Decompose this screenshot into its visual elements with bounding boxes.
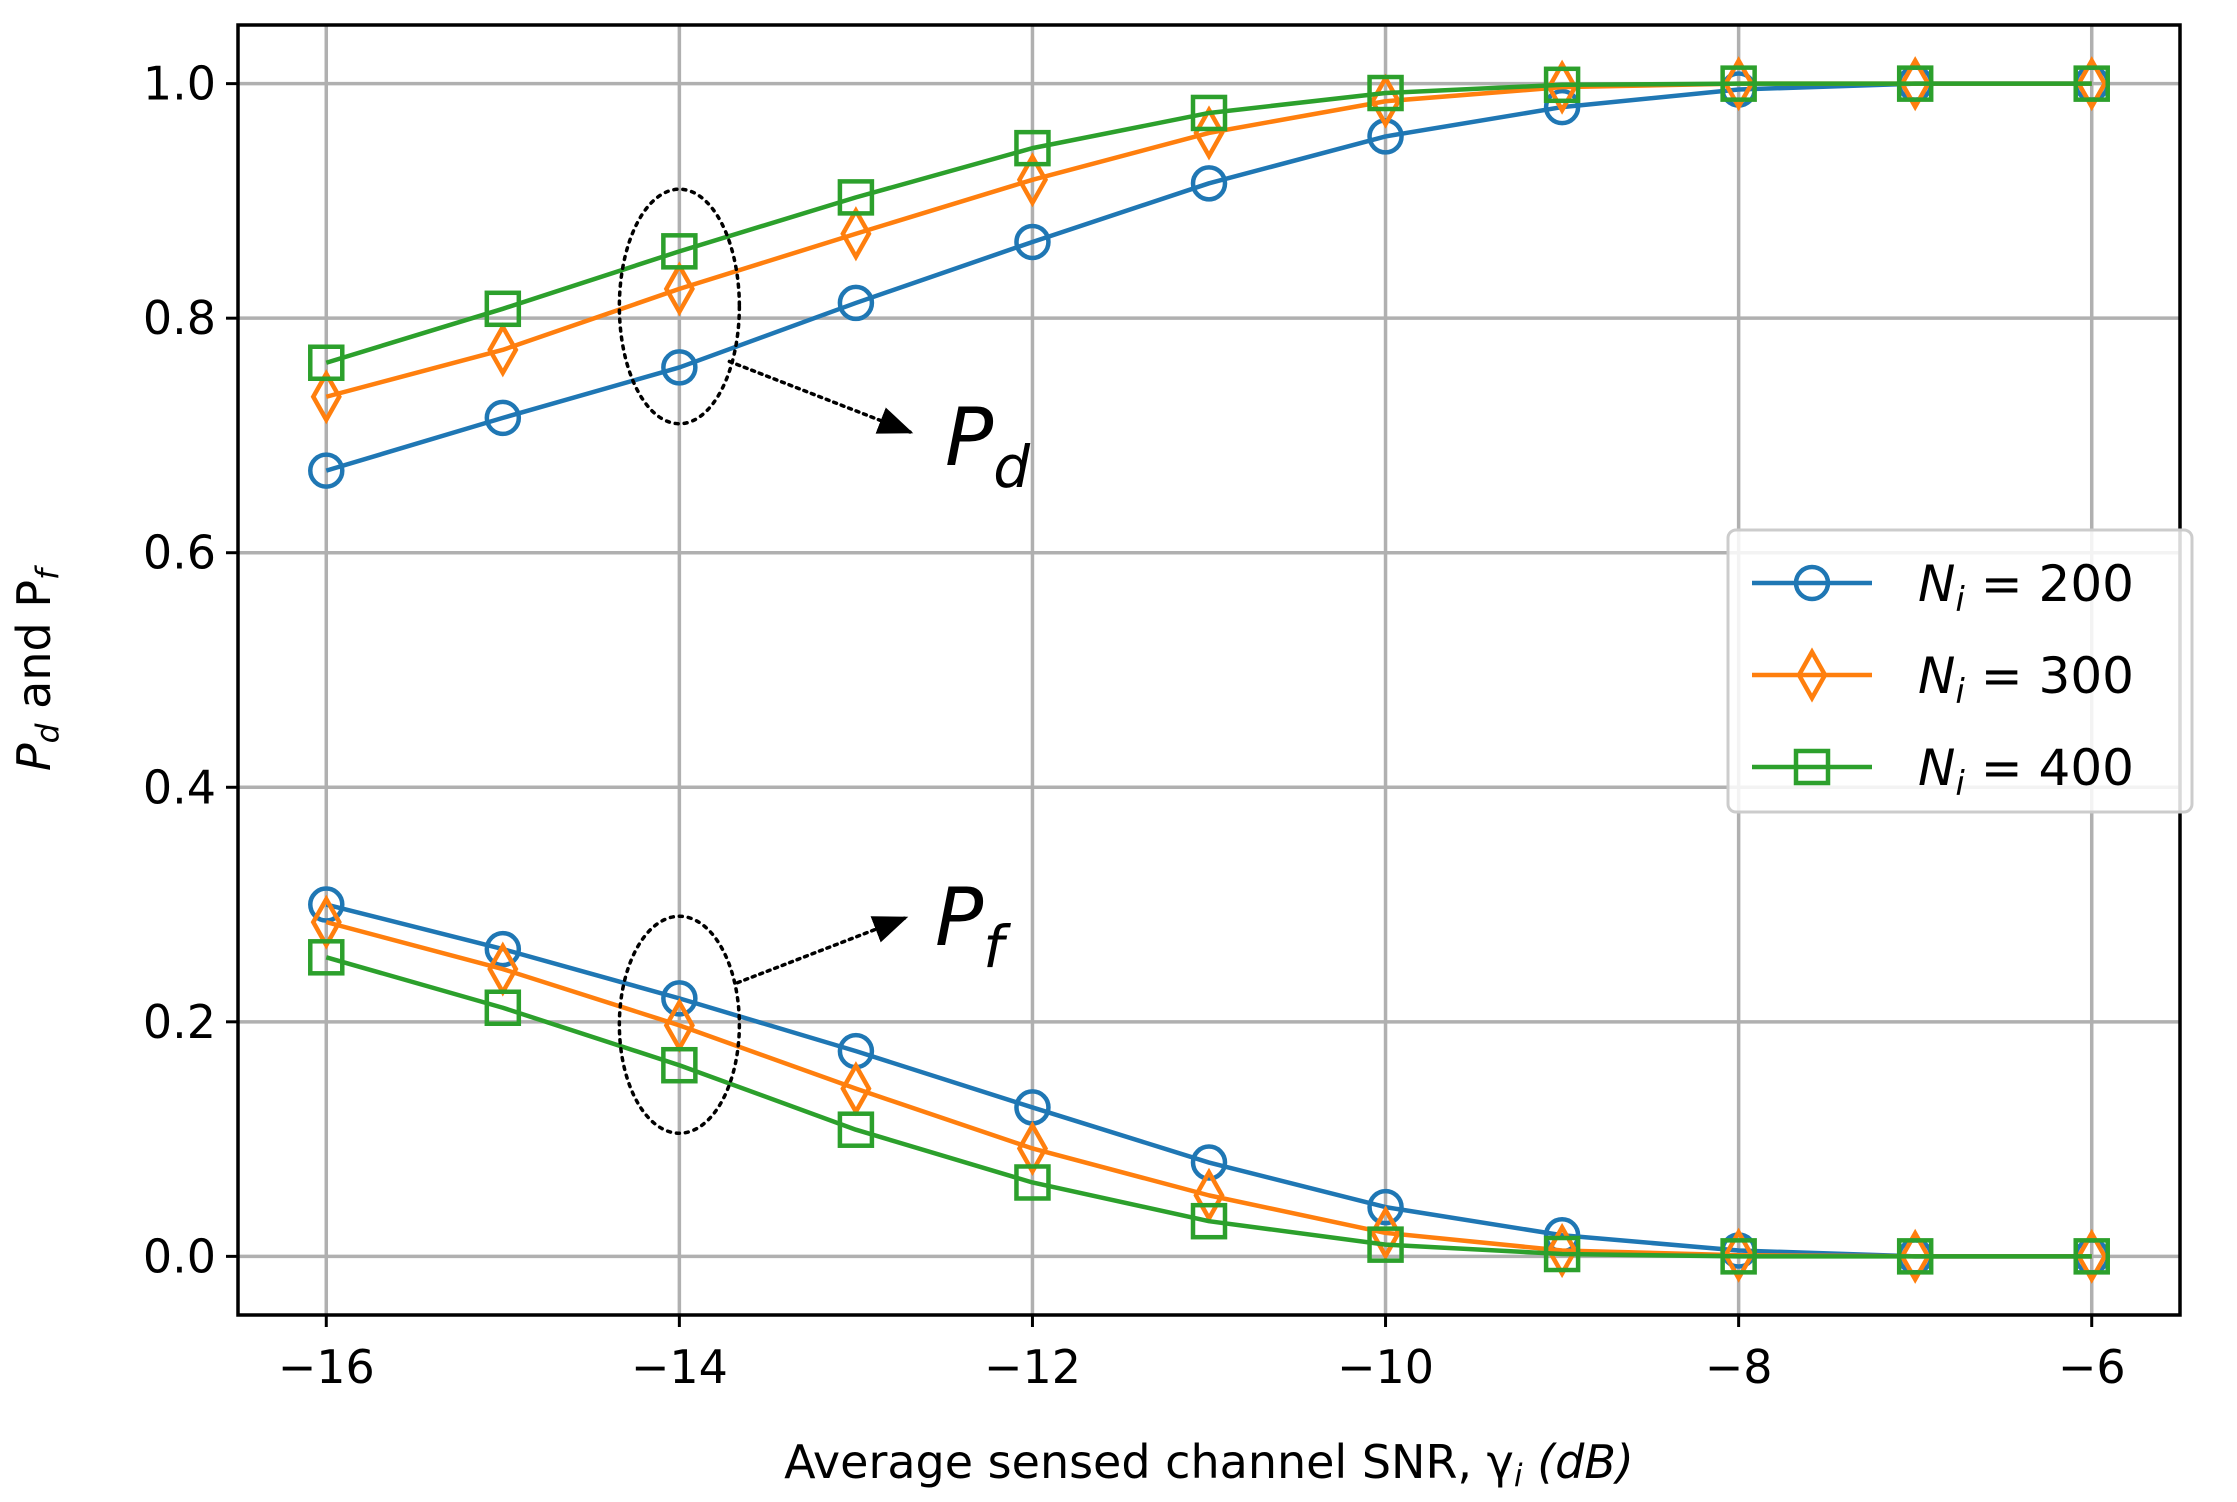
pd-point bbox=[308, 452, 345, 489]
pd-line bbox=[325, 81, 2092, 365]
series-layer bbox=[308, 56, 2110, 1284]
legend-marker bbox=[1793, 748, 1831, 786]
pd-point bbox=[310, 369, 342, 425]
pd-point bbox=[837, 284, 875, 322]
pf-point bbox=[1546, 1222, 1578, 1279]
x-axis-label: Average sensed channel SNR, γi (dB) bbox=[784, 1435, 1634, 1494]
pd-point bbox=[1896, 65, 1934, 102]
pd-point bbox=[2073, 65, 2110, 102]
annotation-ellipse bbox=[617, 187, 742, 426]
pd-point bbox=[484, 290, 522, 328]
annotation-layer: Pd Pf bbox=[617, 187, 1031, 1135]
legend-label: Ni = 300 bbox=[1918, 647, 2134, 712]
y-tick-label: 0.6 bbox=[143, 526, 216, 580]
y-axis-label: Pd and Pf bbox=[7, 565, 66, 771]
pf-line bbox=[325, 955, 2092, 1259]
pf-point bbox=[1014, 1164, 1051, 1201]
annotation-ellipse bbox=[617, 914, 742, 1135]
x-tick-label: −12 bbox=[984, 1340, 1081, 1394]
annotation-label-f: Pf bbox=[935, 871, 1011, 981]
pd-point bbox=[1190, 94, 1228, 132]
annotation-arrow bbox=[735, 916, 909, 985]
y-tick-label: 0.0 bbox=[143, 1229, 216, 1283]
pd-point bbox=[663, 261, 695, 317]
pd-point bbox=[484, 399, 522, 437]
series-3 bbox=[308, 65, 2110, 1275]
pf-point bbox=[1367, 1188, 1404, 1226]
pd-point bbox=[1543, 88, 1581, 126]
pf-point bbox=[1720, 1238, 1757, 1275]
x-tick-label: −8 bbox=[1705, 1340, 1773, 1394]
pd-point bbox=[1014, 223, 1051, 261]
pd-point bbox=[1014, 129, 1051, 167]
pf-point bbox=[484, 930, 522, 968]
pf-point bbox=[661, 980, 698, 1017]
pf-point bbox=[310, 894, 342, 950]
pd-point bbox=[1367, 74, 1404, 112]
pf-point bbox=[1896, 1238, 1934, 1275]
pf-point bbox=[1016, 1120, 1049, 1177]
legend-entry: Ni = 200 bbox=[1752, 555, 2134, 620]
pf-point bbox=[1193, 1167, 1225, 1223]
pf-point bbox=[1369, 1205, 1402, 1261]
pf-point bbox=[2073, 1238, 2110, 1275]
pf-point bbox=[1190, 1202, 1228, 1240]
pf-point bbox=[308, 886, 345, 923]
pd-point bbox=[1723, 56, 1755, 112]
ticks: −16 −14 −12 −10 −8 −6 0.0 0.2 0.4 0.6 0.8 1.0 bbox=[143, 57, 2126, 1394]
pd-point bbox=[661, 349, 698, 386]
pf-point bbox=[837, 1111, 875, 1148]
pf-point bbox=[1723, 1227, 1755, 1283]
y-tick-label: 1.0 bbox=[143, 57, 216, 111]
legend-label: Ni = 400 bbox=[1918, 739, 2134, 804]
pf-point bbox=[308, 939, 345, 976]
legend-label: Ni = 200 bbox=[1918, 555, 2134, 620]
pd-point bbox=[661, 233, 698, 270]
pd-point bbox=[308, 344, 345, 381]
x-tick-label: −6 bbox=[2058, 1340, 2126, 1394]
pf-point bbox=[1367, 1226, 1404, 1263]
pd-point bbox=[2076, 56, 2108, 112]
pd-point bbox=[840, 206, 872, 262]
pf-point bbox=[2076, 1228, 2108, 1284]
pf-point bbox=[1899, 1228, 1931, 1284]
series-1 bbox=[308, 65, 2110, 1275]
pf-point bbox=[484, 989, 522, 1026]
legend-marker bbox=[1796, 647, 1828, 703]
legend-entry: Ni = 400 bbox=[1752, 739, 2134, 804]
pd-line bbox=[325, 81, 2092, 473]
pd-point bbox=[1190, 165, 1228, 202]
pd-point bbox=[1193, 105, 1225, 161]
pd-point bbox=[1543, 66, 1581, 104]
pf-point bbox=[661, 1046, 698, 1084]
pd-point bbox=[1720, 65, 1757, 102]
pd-point bbox=[1546, 59, 1578, 115]
pd-point bbox=[837, 179, 875, 216]
pf-point bbox=[1543, 1235, 1581, 1273]
y-tick-label: 0.2 bbox=[143, 995, 216, 1049]
pd-point bbox=[487, 322, 519, 378]
x-tick-label: −16 bbox=[278, 1340, 375, 1394]
pf-line bbox=[325, 902, 2092, 1259]
x-tick-label: −14 bbox=[631, 1340, 728, 1394]
legend-box bbox=[1726, 528, 2194, 814]
legend-entry: Ni = 300 bbox=[1752, 647, 2134, 712]
annotation-label-d: Pd bbox=[945, 391, 1031, 501]
legend: Ni = 200 Ni = 300 Ni = 400 bbox=[1726, 528, 2194, 814]
x-tick-label: −10 bbox=[1337, 1340, 1434, 1394]
legend-marker bbox=[1793, 564, 1831, 602]
pd-point bbox=[1016, 152, 1049, 208]
pd-point bbox=[1899, 56, 1931, 112]
annotation-arrow bbox=[727, 359, 914, 434]
y-tick-label: 0.4 bbox=[143, 760, 216, 814]
y-tick-label: 0.8 bbox=[143, 291, 216, 345]
pf-point bbox=[1190, 1144, 1228, 1181]
